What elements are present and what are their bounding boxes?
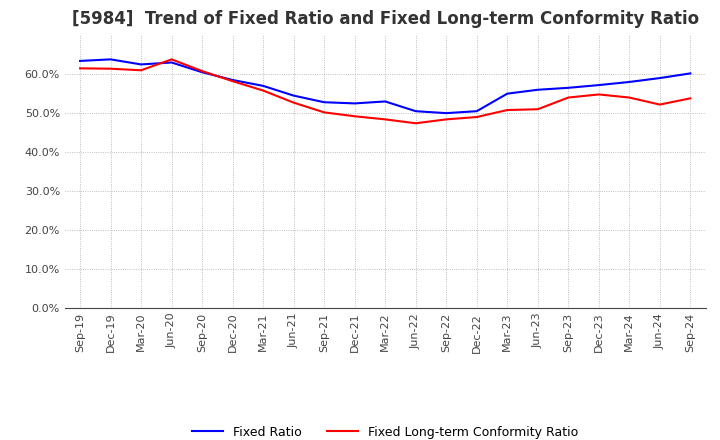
Fixed Long-term Conformity Ratio bbox=[167, 57, 176, 62]
Fixed Ratio bbox=[564, 85, 572, 91]
Fixed Long-term Conformity Ratio bbox=[442, 117, 451, 122]
Fixed Ratio bbox=[411, 109, 420, 114]
Fixed Ratio bbox=[655, 75, 664, 81]
Fixed Long-term Conformity Ratio bbox=[655, 102, 664, 107]
Fixed Long-term Conformity Ratio bbox=[289, 100, 298, 105]
Line: Fixed Long-term Conformity Ratio: Fixed Long-term Conformity Ratio bbox=[80, 59, 690, 123]
Fixed Long-term Conformity Ratio bbox=[198, 68, 207, 73]
Line: Fixed Ratio: Fixed Ratio bbox=[80, 59, 690, 113]
Fixed Long-term Conformity Ratio bbox=[564, 95, 572, 100]
Fixed Long-term Conformity Ratio bbox=[320, 110, 328, 115]
Fixed Long-term Conformity Ratio bbox=[411, 121, 420, 126]
Fixed Long-term Conformity Ratio bbox=[503, 107, 512, 113]
Fixed Long-term Conformity Ratio bbox=[258, 88, 267, 93]
Fixed Ratio bbox=[137, 62, 145, 67]
Fixed Ratio bbox=[442, 110, 451, 116]
Fixed Ratio bbox=[167, 60, 176, 65]
Fixed Ratio bbox=[76, 58, 84, 63]
Fixed Long-term Conformity Ratio bbox=[107, 66, 115, 71]
Fixed Ratio bbox=[472, 109, 481, 114]
Fixed Ratio bbox=[289, 93, 298, 98]
Fixed Long-term Conformity Ratio bbox=[595, 92, 603, 97]
Fixed Long-term Conformity Ratio bbox=[686, 95, 695, 101]
Fixed Ratio bbox=[625, 79, 634, 84]
Fixed Ratio bbox=[320, 99, 328, 105]
Fixed Ratio bbox=[503, 91, 512, 96]
Fixed Ratio bbox=[258, 83, 267, 88]
Fixed Ratio bbox=[534, 87, 542, 92]
Fixed Ratio bbox=[686, 71, 695, 76]
Fixed Ratio bbox=[107, 57, 115, 62]
Fixed Long-term Conformity Ratio bbox=[76, 66, 84, 71]
Fixed Long-term Conformity Ratio bbox=[472, 114, 481, 120]
Title: [5984]  Trend of Fixed Ratio and Fixed Long-term Conformity Ratio: [5984] Trend of Fixed Ratio and Fixed Lo… bbox=[71, 10, 699, 28]
Fixed Ratio bbox=[228, 77, 237, 83]
Fixed Long-term Conformity Ratio bbox=[137, 68, 145, 73]
Fixed Long-term Conformity Ratio bbox=[228, 79, 237, 84]
Fixed Long-term Conformity Ratio bbox=[381, 117, 390, 122]
Fixed Ratio bbox=[595, 82, 603, 88]
Fixed Long-term Conformity Ratio bbox=[534, 106, 542, 112]
Fixed Long-term Conformity Ratio bbox=[351, 114, 359, 119]
Fixed Ratio bbox=[351, 101, 359, 106]
Fixed Long-term Conformity Ratio bbox=[625, 95, 634, 100]
Fixed Ratio bbox=[198, 70, 207, 75]
Fixed Ratio bbox=[381, 99, 390, 104]
Legend: Fixed Ratio, Fixed Long-term Conformity Ratio: Fixed Ratio, Fixed Long-term Conformity … bbox=[187, 421, 583, 440]
